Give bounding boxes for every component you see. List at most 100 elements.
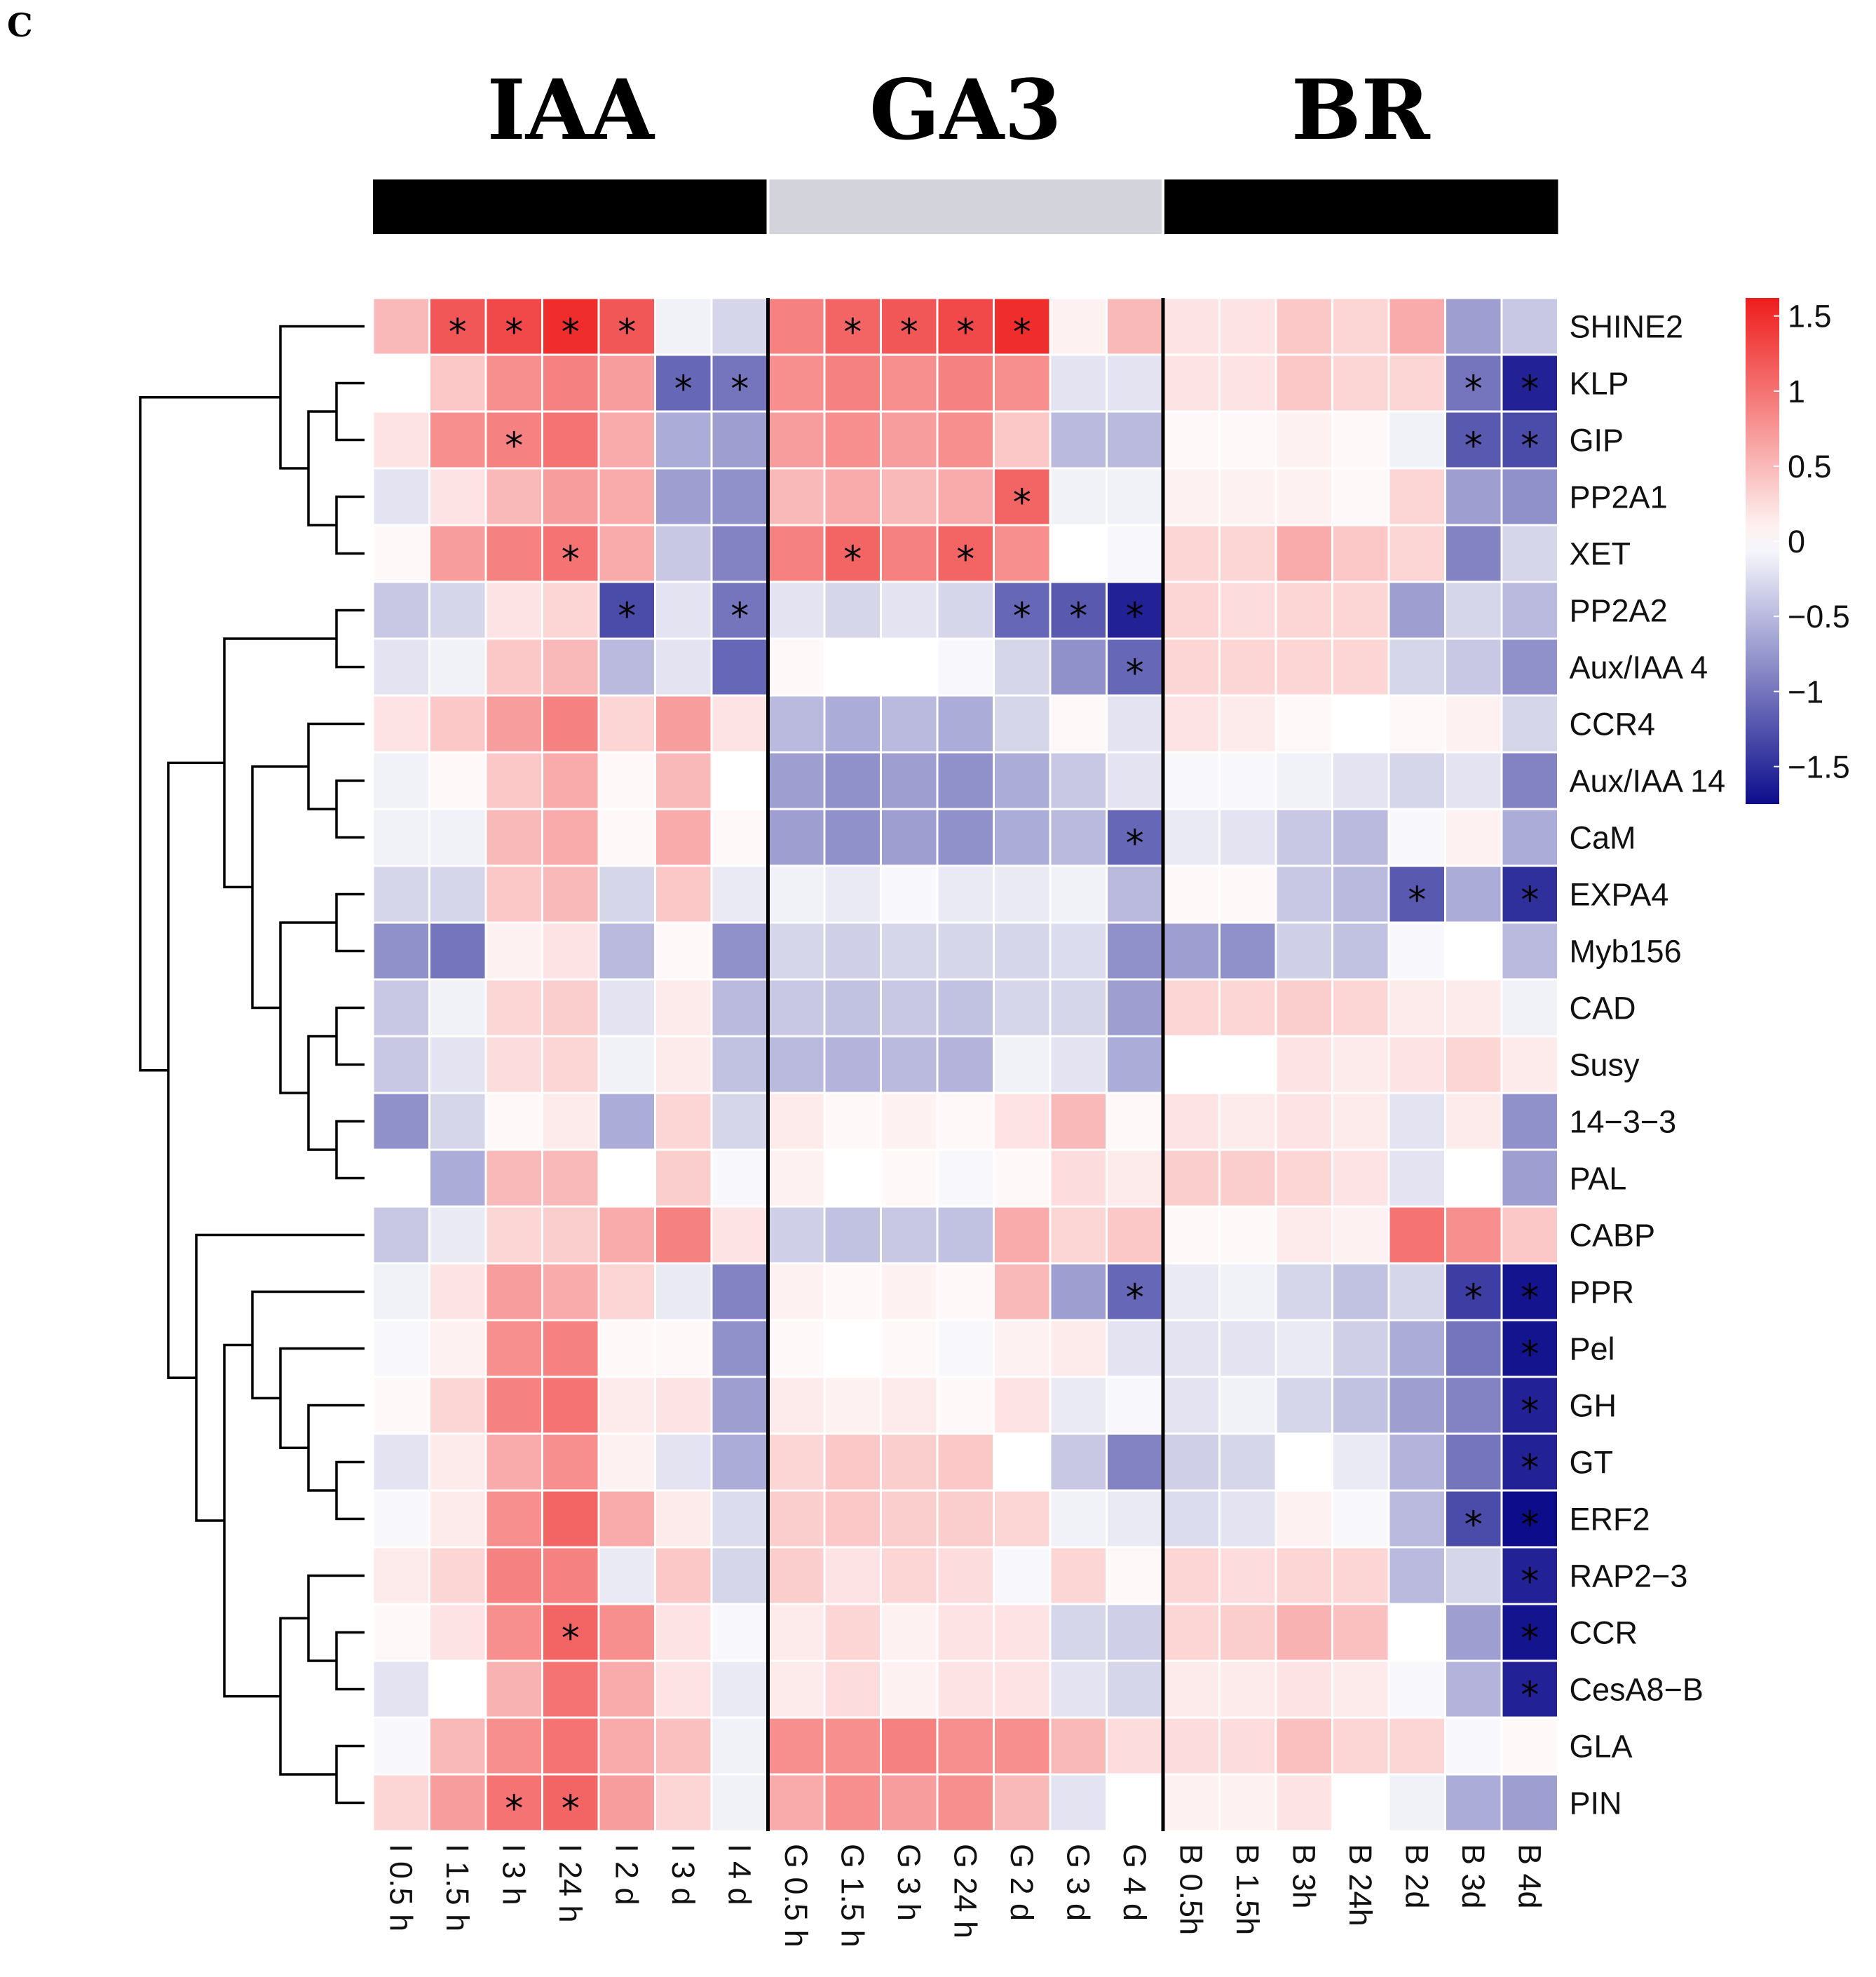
significance-star: * <box>1521 1561 1539 1603</box>
heatmap-cell <box>767 1262 826 1322</box>
significance-star: * <box>1521 1675 1539 1717</box>
heatmap-cell <box>1049 1773 1108 1833</box>
heatmap-cell <box>372 1092 430 1151</box>
heatmap-cell <box>1444 524 1503 583</box>
heatmap-cell <box>541 978 600 1038</box>
heatmap-cell <box>710 1148 769 1208</box>
heatmap-cell <box>823 1148 882 1208</box>
heatmap-cell <box>428 1432 487 1492</box>
heatmap-cell <box>1275 1205 1333 1265</box>
heatmap-cell <box>1218 1205 1277 1265</box>
column-label: G 2 d <box>1004 1844 1040 1921</box>
heatmap-cell <box>1106 1319 1164 1378</box>
heatmap-cell <box>823 353 882 413</box>
heatmap-cell <box>1049 864 1108 924</box>
row-label: PP2A2 <box>1570 593 1668 629</box>
heatmap-cell <box>880 1716 939 1776</box>
heatmap-cell <box>823 1773 882 1833</box>
heatmap-cell <box>541 467 600 526</box>
dendrogram-branch <box>335 892 365 953</box>
heatmap-cell <box>654 1375 713 1435</box>
heatmap-cell <box>993 297 1052 356</box>
heatmap-cell <box>1162 808 1221 867</box>
heatmap-cell <box>823 1659 882 1719</box>
heatmap-cell <box>1444 808 1503 867</box>
heatmap-cell <box>1275 297 1333 356</box>
heatmap-cell <box>484 921 543 981</box>
heatmap-cell <box>823 1432 882 1492</box>
heatmap-cell <box>484 978 543 1038</box>
heatmap-cell <box>993 353 1052 413</box>
heatmap-cell <box>1500 1773 1559 1833</box>
heatmap-cell <box>597 1716 656 1776</box>
heatmap-cell <box>767 580 826 640</box>
row-label: Aux/IAA 4 <box>1570 650 1708 686</box>
heatmap-cell <box>1275 1035 1333 1094</box>
heatmap-cell <box>372 353 430 413</box>
heatmap-cell <box>484 1432 543 1492</box>
heatmap-cell <box>654 751 713 810</box>
heatmap-cell <box>654 1546 713 1605</box>
heatmap-cell <box>1275 694 1333 754</box>
heatmap-cell <box>880 410 939 470</box>
heatmap-cell <box>767 637 826 697</box>
heatmap-cell <box>1218 1603 1277 1662</box>
heatmap-cell <box>1387 751 1446 810</box>
significance-star: * <box>562 1618 580 1660</box>
row-label: 14−3−3 <box>1570 1104 1677 1140</box>
heatmap-cell <box>597 1432 656 1492</box>
heatmap-cell <box>1049 637 1108 697</box>
heatmap-cell <box>880 1205 939 1265</box>
heatmap-cell <box>597 978 656 1038</box>
heatmap-cell <box>654 524 713 583</box>
heatmap-cell <box>1106 1432 1164 1492</box>
heatmap-cell <box>1049 978 1108 1038</box>
heatmap-cell <box>880 637 939 697</box>
heatmap-cell <box>880 1092 939 1151</box>
heatmap-cell <box>428 1773 487 1833</box>
heatmap-cell <box>710 978 769 1038</box>
heatmap-cell <box>484 694 543 754</box>
heatmap-cell <box>880 1432 939 1492</box>
heatmap-cell <box>1218 864 1277 924</box>
heatmap-cell <box>372 1603 430 1662</box>
heatmap-cell <box>710 1659 769 1719</box>
significance-star: * <box>618 312 636 354</box>
heatmap-cell <box>1275 1432 1333 1492</box>
heatmap-cell <box>1275 864 1333 924</box>
heatmap-cell <box>1331 1375 1390 1435</box>
row-label: XET <box>1570 536 1631 572</box>
heatmap-cell <box>541 1035 600 1094</box>
heatmap-cell <box>597 1319 656 1378</box>
column-label: B 0.5h <box>1173 1844 1209 1935</box>
heatmap-cell <box>1106 1375 1164 1435</box>
heatmap-cell <box>1387 1432 1446 1492</box>
heatmap-cell <box>541 1092 600 1151</box>
heatmap-cell <box>484 1035 543 1094</box>
heatmap-cell <box>1162 297 1221 356</box>
heatmap-cell <box>372 1148 430 1208</box>
heatmap-cell <box>1162 694 1221 754</box>
heatmap-cell <box>372 864 430 924</box>
significance-star: * <box>1013 482 1031 524</box>
heatmap-cell <box>1444 1205 1503 1265</box>
heatmap-cell <box>597 921 656 981</box>
heatmap-cell <box>1049 1035 1108 1094</box>
heatmap-cell <box>710 1773 769 1833</box>
heatmap-cell <box>767 978 826 1038</box>
heatmap-cell <box>1218 1148 1277 1208</box>
heatmap-cell <box>1049 1603 1108 1662</box>
heatmap-cell <box>541 864 600 924</box>
heatmap-cell <box>880 1262 939 1322</box>
heatmap-cell <box>1162 524 1221 583</box>
heatmap-cell <box>1162 353 1221 413</box>
dendrogram-branch <box>335 609 365 669</box>
heatmap-cell <box>428 1148 487 1208</box>
significance-star: * <box>1013 312 1031 354</box>
dendrogram-branch <box>279 325 365 470</box>
heatmap-cell <box>936 1035 995 1094</box>
heatmap-cell <box>541 1375 600 1435</box>
heatmap-cell <box>372 467 430 526</box>
heatmap-cell <box>1500 1603 1559 1662</box>
